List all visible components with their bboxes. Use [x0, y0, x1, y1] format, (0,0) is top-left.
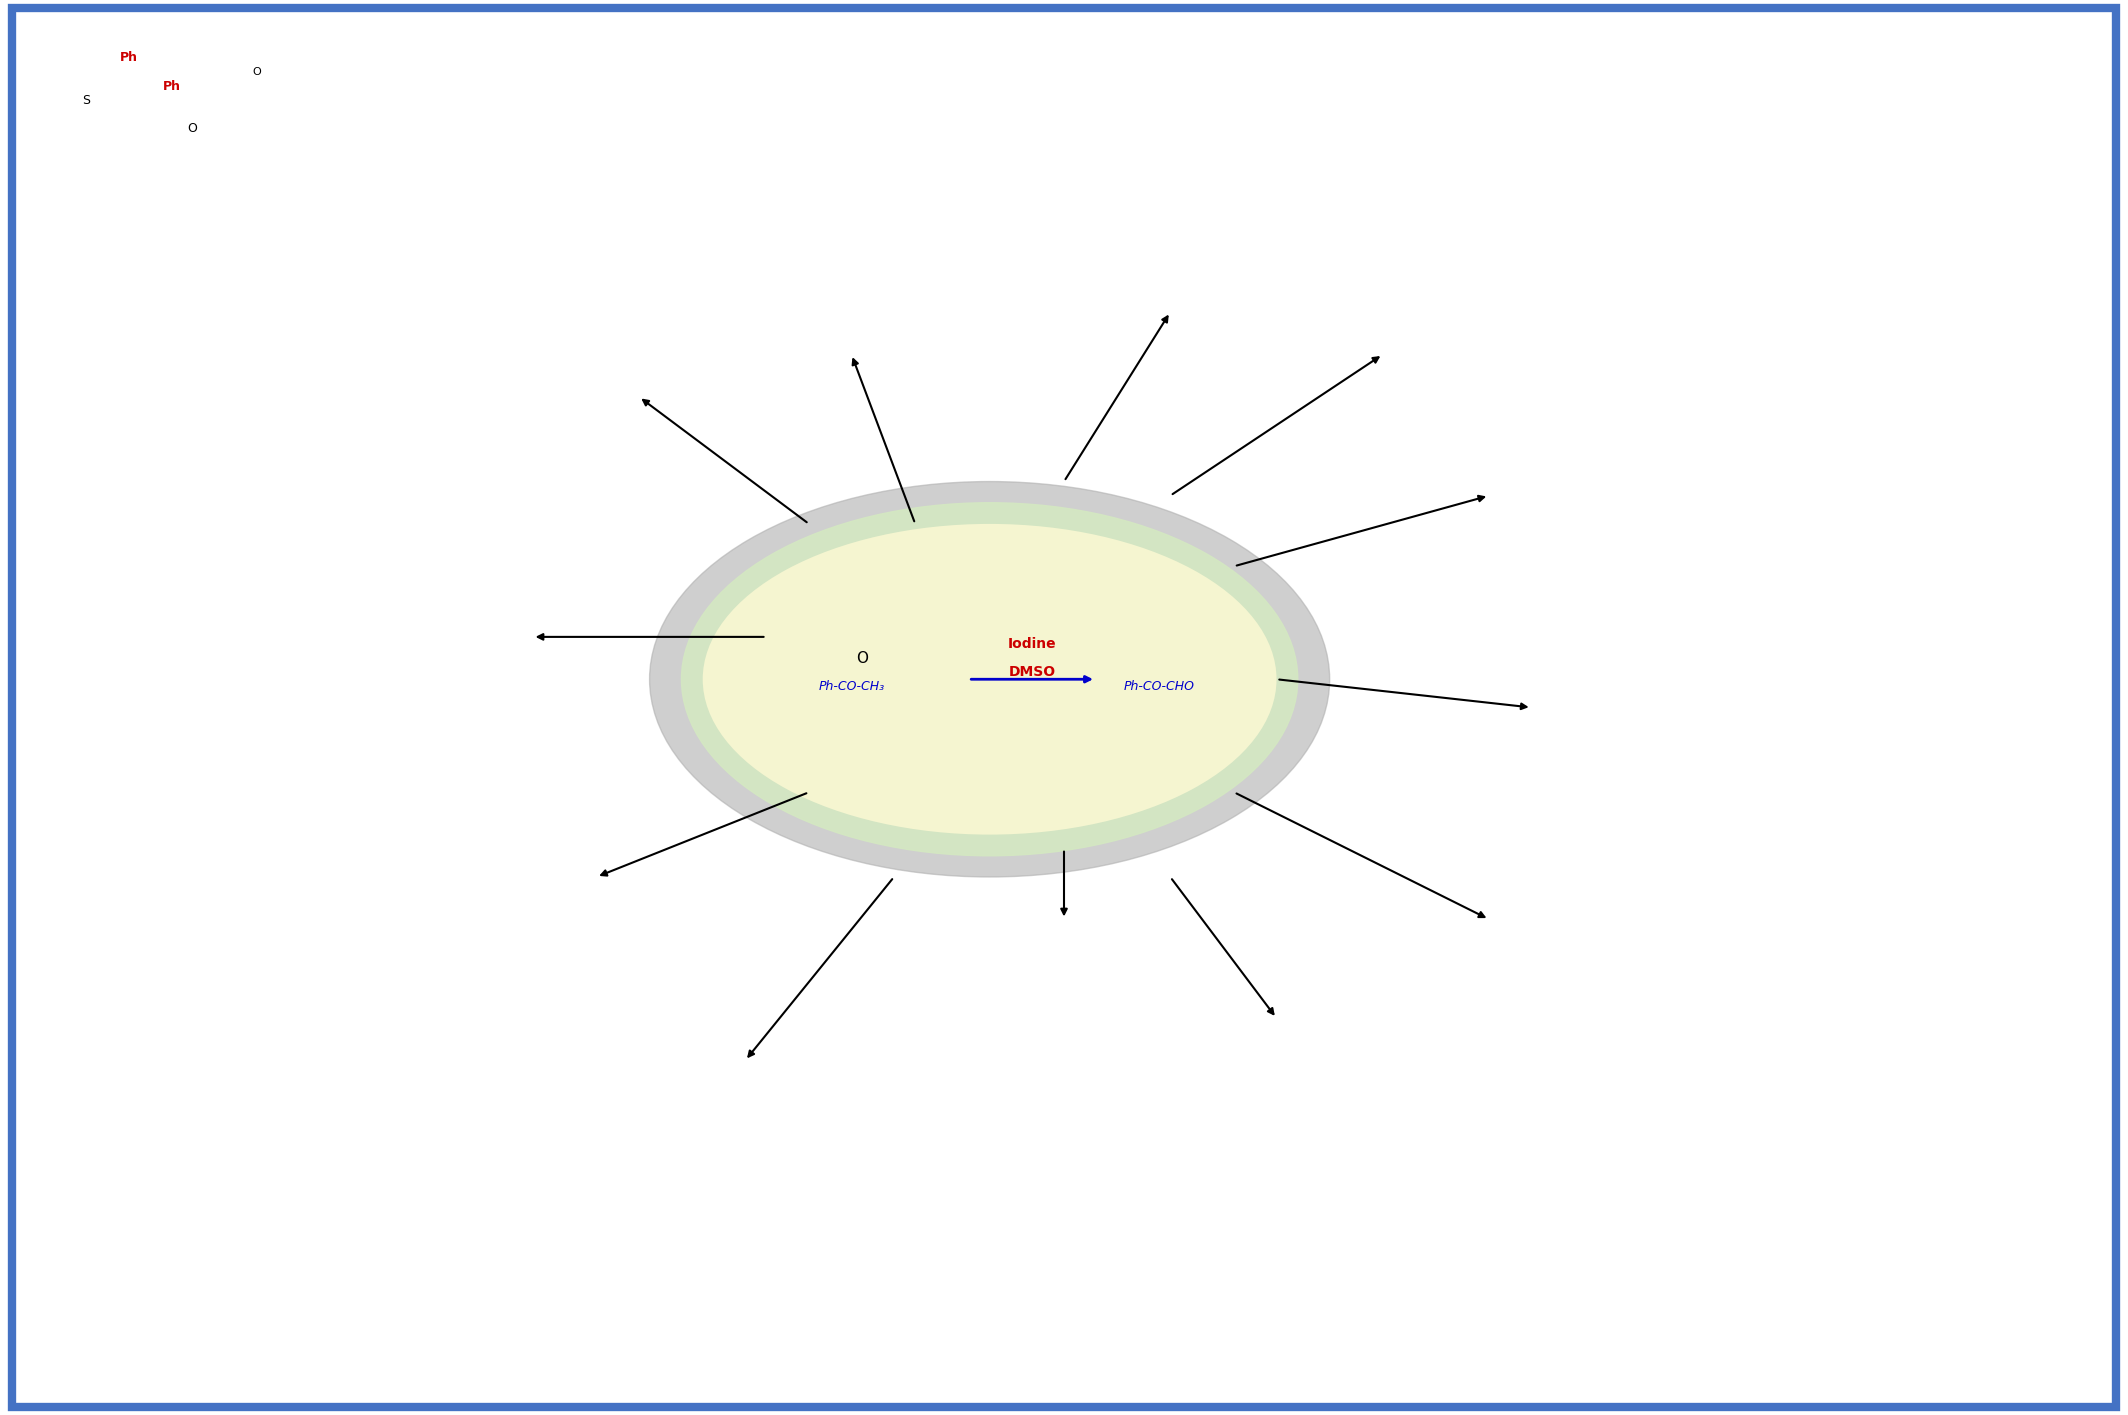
Text: O: O [251, 67, 262, 76]
Ellipse shape [702, 524, 1277, 835]
Text: S: S [83, 93, 89, 106]
Text: O: O [855, 651, 868, 665]
Text: Ph-CO-CH₃: Ph-CO-CH₃ [819, 679, 885, 693]
Ellipse shape [681, 502, 1298, 856]
Text: O: O [187, 122, 198, 134]
Text: Ph: Ph [119, 51, 138, 64]
Text: DMSO: DMSO [1009, 665, 1055, 679]
Ellipse shape [649, 481, 1330, 877]
Text: Ph-CO-CHO: Ph-CO-CHO [1124, 679, 1196, 693]
Text: Ph: Ph [162, 79, 181, 92]
Text: Iodine: Iodine [1009, 637, 1055, 651]
